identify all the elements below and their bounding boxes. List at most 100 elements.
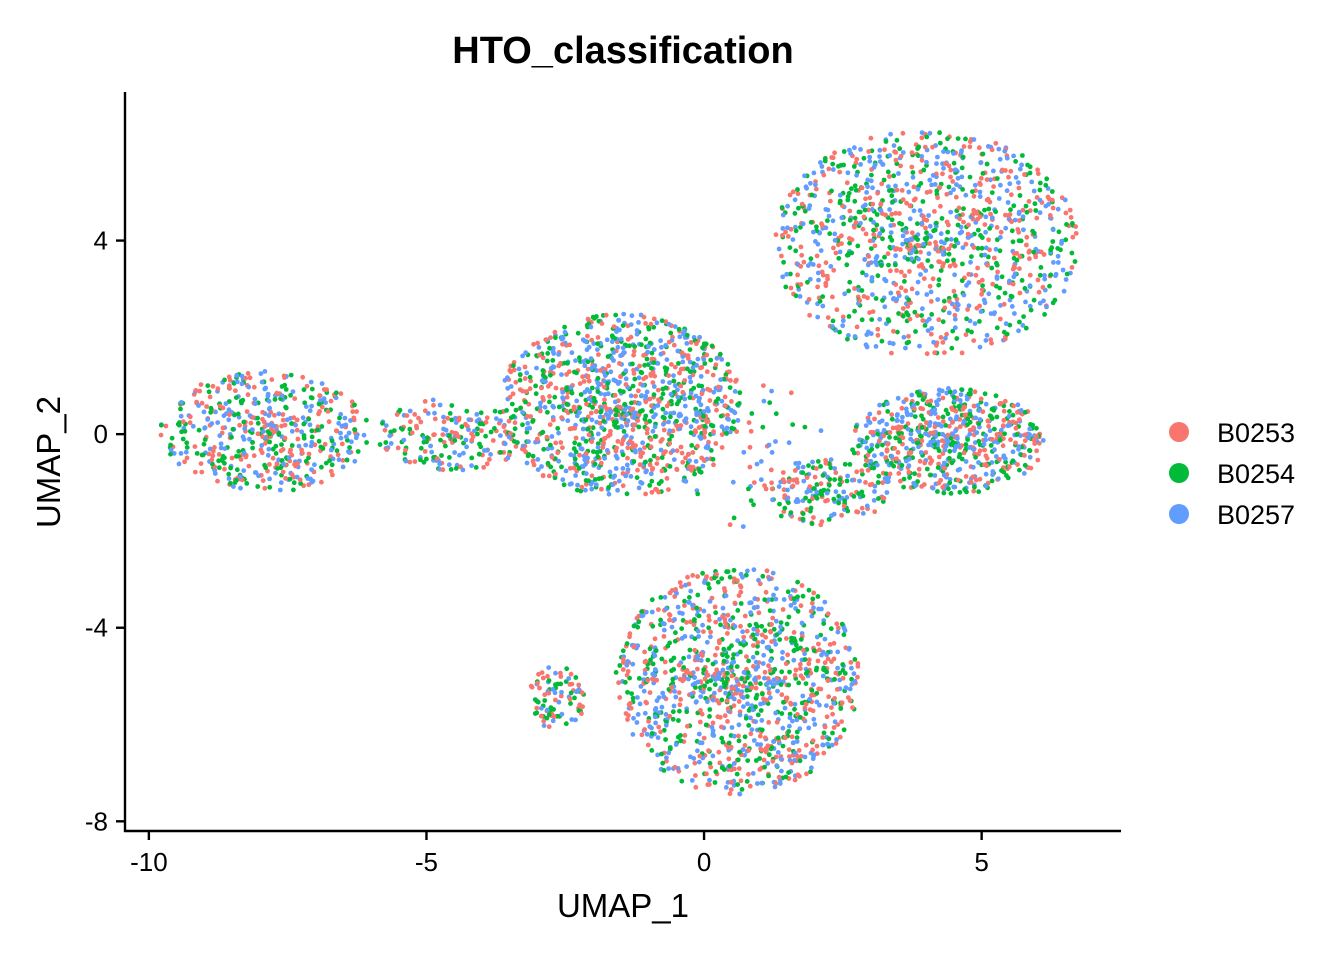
point-B0253 bbox=[928, 398, 934, 404]
point-B0257 bbox=[556, 352, 561, 357]
point-B0253 bbox=[854, 324, 860, 330]
point-B0257 bbox=[525, 420, 531, 426]
point-B0253 bbox=[328, 398, 334, 404]
point-B0253 bbox=[292, 462, 297, 467]
point-B0253 bbox=[282, 435, 288, 441]
point-B0253 bbox=[971, 207, 977, 213]
point-B0257 bbox=[758, 477, 764, 483]
point-B0253 bbox=[601, 440, 606, 446]
point-B0254 bbox=[728, 664, 734, 670]
point-B0254 bbox=[235, 411, 241, 417]
point-B0254 bbox=[803, 681, 809, 686]
point-B0253 bbox=[333, 428, 339, 434]
point-B0254 bbox=[945, 229, 951, 235]
point-B0257 bbox=[877, 316, 883, 322]
point-B0253 bbox=[1035, 277, 1041, 283]
point-B0253 bbox=[995, 269, 1000, 275]
point-B0254 bbox=[636, 619, 642, 625]
point-B0253 bbox=[893, 150, 899, 155]
point-B0253 bbox=[583, 451, 589, 456]
point-B0257 bbox=[672, 617, 677, 622]
point-B0254 bbox=[997, 437, 1003, 443]
point-B0257 bbox=[893, 183, 898, 189]
point-B0254 bbox=[329, 438, 335, 444]
point-B0257 bbox=[663, 343, 669, 348]
point-B0254 bbox=[980, 171, 986, 176]
point-B0253 bbox=[780, 607, 786, 612]
point-B0254 bbox=[288, 392, 293, 398]
point-B0253 bbox=[197, 388, 203, 394]
point-B0253 bbox=[918, 405, 923, 411]
point-B0254 bbox=[448, 467, 454, 472]
point-B0253 bbox=[541, 718, 547, 724]
point-B0253 bbox=[762, 735, 768, 741]
point-B0254 bbox=[967, 174, 973, 180]
point-B0257 bbox=[747, 600, 753, 606]
point-B0257 bbox=[560, 389, 566, 395]
point-B0257 bbox=[595, 347, 600, 352]
point-B0257 bbox=[888, 223, 894, 228]
point-B0253 bbox=[961, 450, 967, 456]
point-B0257 bbox=[668, 411, 673, 416]
point-B0257 bbox=[927, 177, 933, 183]
point-B0257 bbox=[837, 249, 843, 255]
point-B0254 bbox=[677, 708, 682, 714]
point-B0253 bbox=[767, 668, 773, 673]
point-B0257 bbox=[684, 764, 689, 769]
point-B0253 bbox=[192, 444, 198, 449]
point-B0254 bbox=[992, 426, 997, 432]
point-B0257 bbox=[806, 725, 812, 731]
point-B0253 bbox=[198, 461, 204, 466]
point-B0257 bbox=[588, 481, 594, 487]
point-B0253 bbox=[233, 388, 238, 394]
point-B0254 bbox=[963, 442, 969, 447]
point-B0257 bbox=[589, 486, 595, 492]
point-B0254 bbox=[697, 469, 703, 474]
point-B0254 bbox=[952, 293, 958, 299]
point-B0257 bbox=[808, 180, 813, 186]
point-B0253 bbox=[247, 375, 253, 381]
point-B0254 bbox=[991, 407, 997, 413]
point-B0257 bbox=[846, 646, 852, 652]
point-B0253 bbox=[627, 634, 632, 640]
point-B0253 bbox=[914, 242, 920, 248]
point-B0253 bbox=[192, 469, 198, 475]
point-B0257 bbox=[705, 406, 710, 411]
point-B0253 bbox=[976, 451, 981, 457]
point-B0257 bbox=[622, 350, 627, 355]
point-B0253 bbox=[783, 229, 788, 235]
point-B0257 bbox=[569, 481, 574, 487]
point-B0257 bbox=[778, 624, 783, 630]
point-B0257 bbox=[822, 599, 828, 605]
point-B0254 bbox=[841, 149, 847, 154]
point-B0254 bbox=[859, 288, 865, 293]
point-B0257 bbox=[695, 748, 700, 754]
point-B0257 bbox=[222, 446, 228, 451]
point-B0257 bbox=[259, 379, 265, 385]
point-B0254 bbox=[885, 169, 891, 175]
point-B0257 bbox=[388, 441, 394, 446]
point-B0257 bbox=[735, 687, 741, 693]
point-B0253 bbox=[642, 727, 648, 732]
point-B0254 bbox=[791, 596, 797, 602]
point-B0253 bbox=[598, 368, 603, 373]
point-B0257 bbox=[764, 645, 770, 650]
point-B0254 bbox=[200, 452, 206, 458]
point-B0253 bbox=[250, 415, 256, 420]
point-B0257 bbox=[663, 722, 669, 728]
point-B0253 bbox=[719, 445, 725, 450]
point-B0253 bbox=[986, 237, 991, 243]
point-B0257 bbox=[234, 373, 240, 378]
point-B0254 bbox=[783, 774, 789, 780]
point-B0254 bbox=[710, 456, 716, 462]
point-B0253 bbox=[816, 641, 821, 647]
point-B0254 bbox=[994, 260, 999, 266]
point-B0253 bbox=[645, 742, 651, 748]
point-B0253 bbox=[766, 663, 771, 669]
point-B0253 bbox=[245, 392, 251, 398]
point-B0257 bbox=[588, 356, 594, 361]
point-B0253 bbox=[608, 428, 613, 434]
point-B0253 bbox=[727, 369, 732, 375]
point-B0253 bbox=[943, 161, 948, 167]
point-B0253 bbox=[281, 373, 287, 379]
